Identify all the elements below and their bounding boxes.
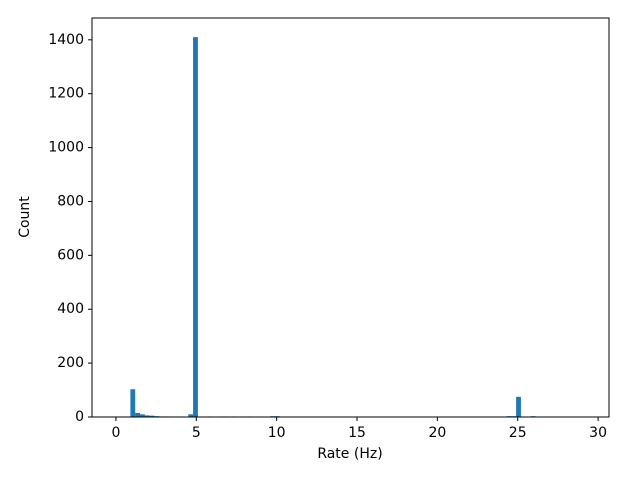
- y-tick-label: 1400: [48, 32, 84, 48]
- bar: [130, 389, 136, 417]
- x-tick-label: 30: [589, 425, 607, 441]
- y-axis-label: Count: [17, 196, 33, 238]
- bar: [140, 414, 145, 417]
- y-tick-label: 400: [57, 301, 84, 317]
- bar: [516, 396, 521, 417]
- bar: [149, 415, 155, 417]
- y-tick-label: 0: [75, 409, 84, 425]
- bar: [135, 412, 141, 417]
- x-tick-label: 10: [268, 425, 286, 441]
- x-tick-label: 20: [428, 425, 446, 441]
- x-tick-label: 5: [192, 425, 201, 441]
- y-tick-label: 200: [57, 355, 84, 371]
- x-axis-label: Rate (Hz): [317, 446, 382, 462]
- bar: [144, 415, 150, 417]
- y-tick-label: 1200: [48, 86, 84, 102]
- bar: [193, 37, 198, 417]
- y-tick-label: 600: [57, 247, 84, 263]
- axes-frame: [91, 17, 610, 418]
- bar: [188, 414, 194, 417]
- x-tick-label: 0: [111, 425, 120, 441]
- x-tick-label: 15: [348, 425, 366, 441]
- x-tick-label: 25: [509, 425, 527, 441]
- y-tick-label: 1000: [48, 140, 84, 156]
- y-tick-label: 800: [57, 193, 84, 209]
